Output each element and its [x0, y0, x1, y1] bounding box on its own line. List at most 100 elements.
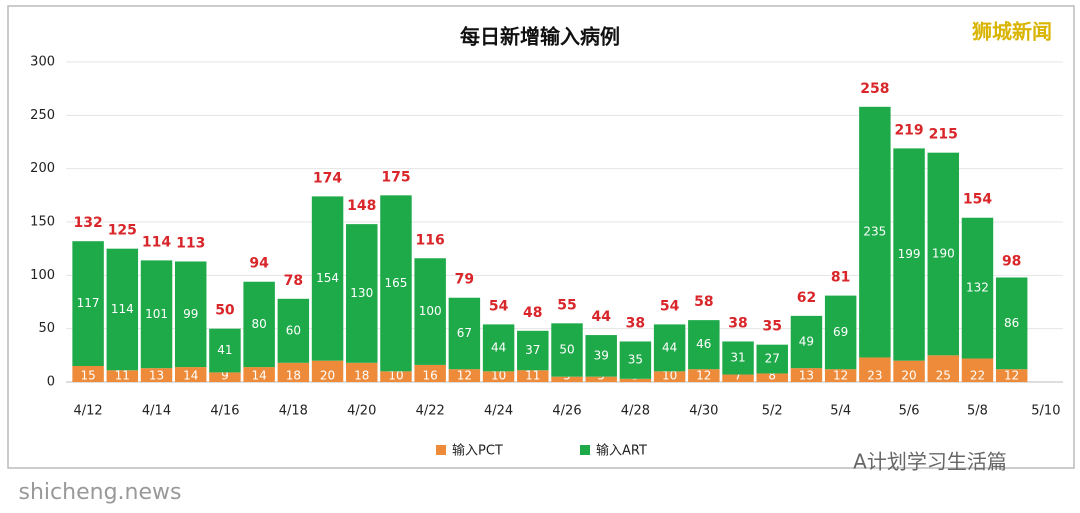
total-label: 58 [694, 294, 713, 310]
bar-segment [277, 298, 310, 363]
bar-segment [517, 370, 549, 382]
bar-segment [414, 258, 446, 365]
x-tick-label: 4/20 [347, 404, 376, 419]
bar-segment [106, 248, 139, 371]
segment-label: 190 [932, 247, 955, 261]
segment-label: 69 [833, 325, 848, 339]
source-text: shicheng.news [19, 480, 182, 505]
segment-label: 8 [768, 369, 776, 383]
bar-segment [995, 277, 1028, 370]
total-label: 132 [73, 215, 102, 231]
bar-segment [790, 315, 823, 369]
x-tick-label: 5/4 [830, 404, 851, 419]
bar-segment [174, 261, 207, 368]
total-label: 125 [108, 223, 137, 239]
segment-label: 132 [966, 281, 989, 295]
segment-label: 25 [936, 369, 951, 383]
segment-label: 117 [77, 296, 100, 310]
bar-segment [722, 374, 754, 382]
segment-label: 154 [316, 271, 339, 285]
bar-segment [448, 297, 481, 370]
bar-segment [995, 369, 1028, 382]
x-tick-label: 4/16 [210, 404, 239, 419]
segment-label: 12 [457, 369, 472, 383]
bar-segment [311, 360, 344, 382]
segment-label: 9 [221, 369, 229, 383]
bar-segment [209, 328, 241, 373]
total-label: 98 [1002, 253, 1021, 269]
y-tick-label: 300 [30, 55, 55, 70]
bar-segment [722, 341, 754, 375]
bar-segment [961, 358, 994, 382]
bar-segment [414, 364, 446, 382]
segment-label: 22 [970, 369, 985, 383]
bar-segment [277, 362, 310, 382]
total-label: 38 [728, 315, 747, 331]
segment-label: 35 [628, 353, 643, 367]
total-label: 81 [831, 270, 850, 286]
bar-segment [482, 371, 515, 382]
bar-segment [824, 369, 857, 382]
legend-swatch [436, 445, 446, 455]
total-label: 154 [963, 192, 992, 208]
segment-label: 67 [457, 326, 472, 340]
x-tick-label: 4/18 [279, 404, 308, 419]
segment-label: 165 [385, 276, 408, 290]
x-tick-label: 4/14 [142, 404, 171, 419]
segment-label: 86 [1004, 316, 1019, 330]
x-tick-label: 5/6 [899, 404, 920, 419]
bar-segment [380, 371, 412, 382]
bar-segment [927, 152, 960, 356]
segment-label: 44 [662, 340, 677, 354]
bar-segment [517, 330, 549, 371]
bar-segment [756, 344, 788, 374]
segment-label: 101 [145, 307, 168, 321]
bar-segment [448, 369, 481, 382]
segment-label: 11 [115, 369, 130, 383]
total-label: 114 [142, 234, 171, 250]
bar-segment [140, 368, 173, 382]
bar-segment [140, 260, 173, 369]
legend-label: 输入ART [596, 443, 647, 459]
legend-swatch [580, 445, 590, 455]
segment-label: 39 [594, 348, 609, 362]
segment-label: 27 [765, 352, 780, 366]
segment-label: 20 [320, 369, 335, 383]
bar-segment [551, 376, 583, 382]
segment-label: 15 [80, 369, 95, 383]
total-label: 219 [894, 122, 923, 138]
y-tick-label: 50 [38, 321, 55, 336]
segment-label: 50 [559, 343, 574, 357]
total-label: 94 [249, 256, 269, 272]
segment-label: 37 [525, 343, 540, 357]
segment-label: 41 [217, 343, 232, 357]
segment-label: 13 [799, 369, 814, 383]
total-label: 113 [176, 235, 205, 251]
bar-segment [824, 295, 857, 370]
total-label: 215 [929, 127, 958, 143]
x-tick-label: 4/30 [689, 404, 718, 419]
total-label: 50 [215, 303, 235, 319]
segment-label: 31 [730, 351, 745, 365]
total-label: 174 [313, 170, 342, 186]
total-label: 79 [455, 272, 474, 288]
segment-label: 10 [388, 369, 403, 383]
bar-segment [859, 106, 891, 358]
watermark: 狮城新闻 [972, 20, 1052, 44]
total-label: 38 [626, 315, 645, 331]
bar-segment [551, 323, 583, 377]
total-label: 54 [660, 298, 680, 314]
segment-label: 16 [423, 369, 438, 383]
segment-label: 14 [183, 369, 198, 383]
x-tick-label: 5/10 [1031, 404, 1060, 419]
y-tick-label: 200 [30, 161, 55, 176]
x-tick-label: 5/2 [762, 404, 783, 419]
x-tick-label: 4/26 [552, 404, 581, 419]
bar-segment [243, 281, 275, 368]
bar-segment [756, 373, 788, 382]
total-label: 62 [797, 290, 816, 306]
segment-label: 130 [350, 286, 373, 300]
y-tick-label: 150 [30, 215, 55, 230]
segment-label: 14 [251, 369, 266, 383]
bar-segment [174, 367, 207, 382]
